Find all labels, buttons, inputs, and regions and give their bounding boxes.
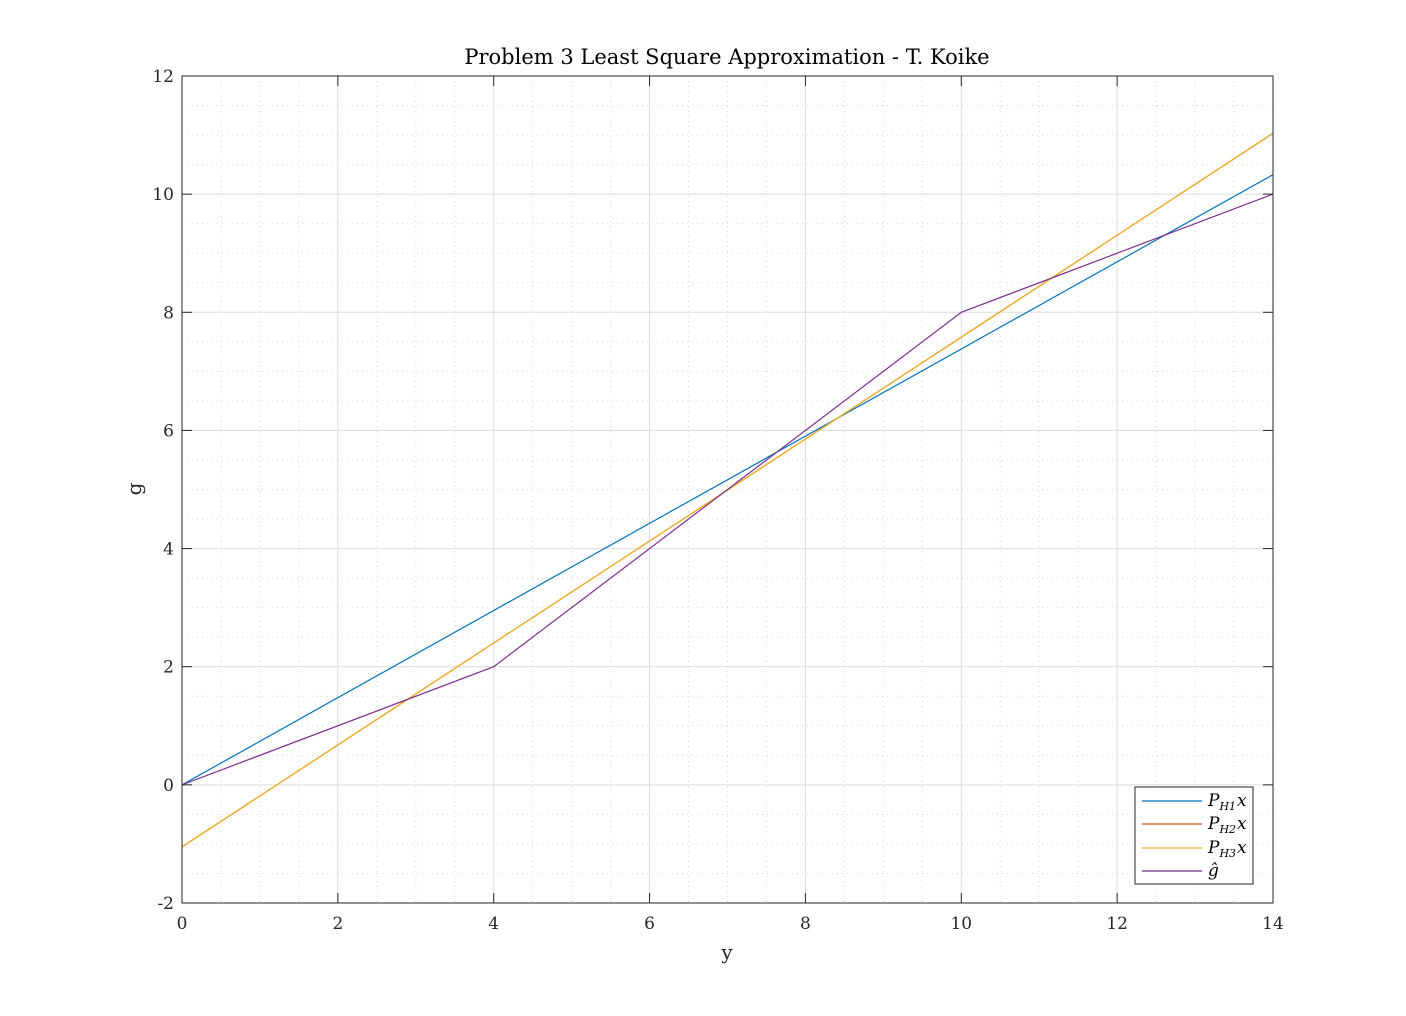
major-grid <box>182 76 1273 903</box>
x-tick-label: 4 <box>488 914 499 934</box>
y-tick-label: 8 <box>163 303 174 323</box>
y-tick-label: 4 <box>163 540 174 560</box>
legend-label-2: PH2x <box>1207 814 1247 836</box>
axes-box <box>181 75 1274 904</box>
x-tick-label: 2 <box>332 914 343 934</box>
series-line-4 <box>182 193 1273 786</box>
legend-label-1: PH1x <box>1207 791 1247 813</box>
chart-title: Problem 3 Least Square Approximation - T… <box>464 45 989 69</box>
x-tick-label: 12 <box>1106 914 1128 934</box>
tick-marks <box>181 75 1274 904</box>
y-tick-label: 0 <box>163 776 174 796</box>
minor-grid <box>182 76 1273 903</box>
x-tick-label: 0 <box>177 914 188 934</box>
x-tick-label: 8 <box>800 914 811 934</box>
y-axis-label: g <box>122 482 146 495</box>
series-line-1 <box>182 174 1273 786</box>
series-layer <box>182 132 1273 848</box>
y-tick-label: 2 <box>163 658 174 678</box>
x-tick-label: 6 <box>644 914 655 934</box>
legend-box <box>1134 786 1254 885</box>
x-tick-label: 10 <box>950 914 972 934</box>
legend-label-4: ĝ <box>1208 861 1219 881</box>
x-tick-label: 14 <box>1262 914 1284 934</box>
y-tick-label: 10 <box>152 185 174 205</box>
legend-label-3: PH3x <box>1207 838 1247 860</box>
y-tick-label: 6 <box>163 421 174 441</box>
y-tick-label: 12 <box>152 67 174 87</box>
x-axis-label: y <box>720 940 733 964</box>
y-tick-label: -2 <box>157 894 174 914</box>
